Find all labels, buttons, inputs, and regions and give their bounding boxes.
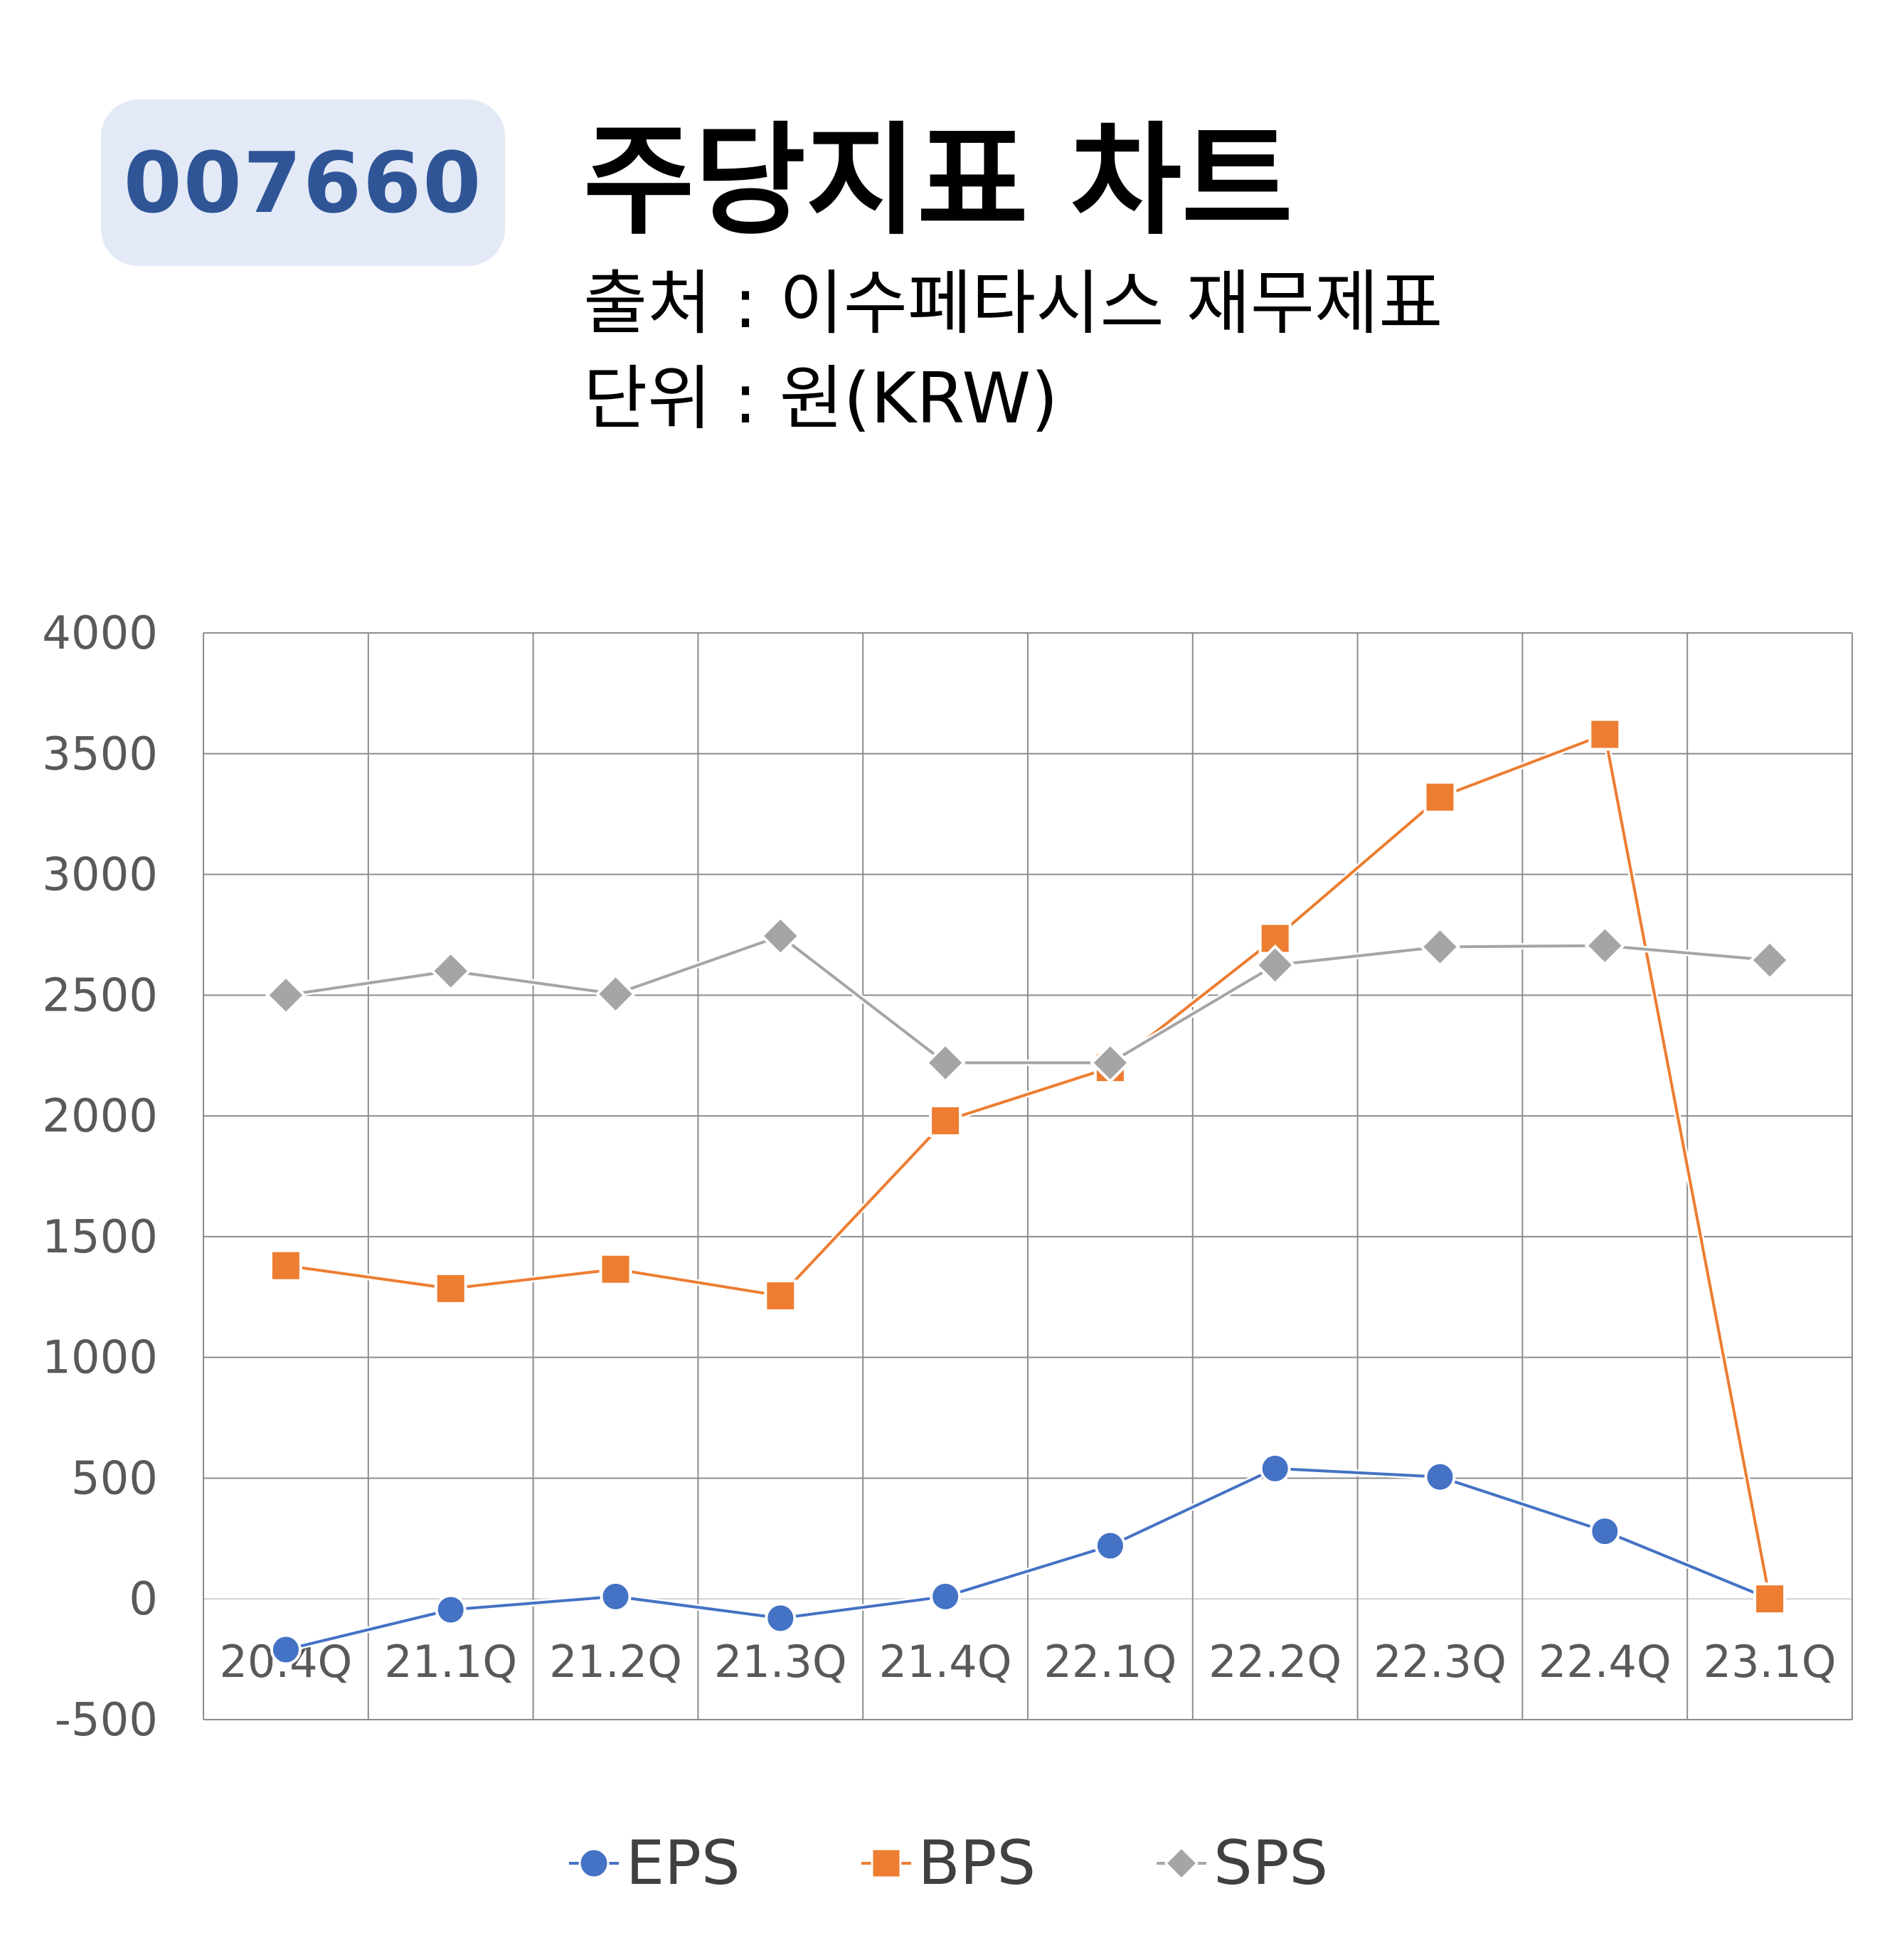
x-tick-label: 22.1Q <box>1043 1636 1176 1688</box>
sps-point <box>595 973 637 1015</box>
eps-line <box>285 1466 1770 1651</box>
bps-line <box>285 733 1772 1599</box>
legend-item-sps: SPS <box>1157 1828 1328 1899</box>
x-tick-label: 21.2Q <box>549 1636 682 1688</box>
legend-eps-marker-icon <box>568 1848 619 1879</box>
x-tick-label: 22.3Q <box>1373 1636 1507 1688</box>
sps-point <box>1090 1042 1131 1084</box>
eps-point <box>1259 1452 1291 1484</box>
eps-point <box>1094 1530 1126 1562</box>
x-tick-label: 21.3Q <box>714 1636 847 1688</box>
eps-point <box>930 1580 962 1612</box>
legend-item-eps: EPS <box>568 1828 740 1899</box>
bps-point <box>434 1272 467 1305</box>
legend-bps-marker-icon <box>861 1848 911 1879</box>
chart-grid <box>203 632 1853 1720</box>
unit-label: 단위 : 원(KRW) <box>583 358 1058 440</box>
bps-point <box>1423 780 1457 814</box>
series-eps <box>270 1452 1786 1666</box>
bps-point <box>764 1279 797 1313</box>
bps-point <box>1588 718 1622 751</box>
series-sps <box>265 915 1790 1084</box>
eps-point <box>600 1580 632 1612</box>
sps-point <box>925 1042 966 1084</box>
y-tick-label: 500 <box>71 1452 158 1505</box>
bps-point <box>599 1252 632 1286</box>
x-axis-ticks: 20.4Q21.1Q21.2Q21.3Q21.4Q22.1Q22.2Q22.3Q… <box>219 1636 1836 1688</box>
x-tick-label: 21.1Q <box>384 1636 517 1688</box>
chart-legend: EPS BPS SPS <box>0 1828 1897 1899</box>
y-tick-label: 2000 <box>42 1090 158 1143</box>
x-tick-label: 22.4Q <box>1539 1636 1672 1688</box>
y-tick-label: 3500 <box>42 728 158 781</box>
eps-point <box>1589 1516 1621 1548</box>
eps-point <box>1424 1461 1456 1493</box>
eps-point <box>270 1634 302 1666</box>
sps-line <box>285 934 1770 1065</box>
sps-point <box>1584 925 1626 966</box>
sps-point <box>1419 926 1461 968</box>
legend-sps-label: SPS <box>1213 1828 1329 1899</box>
chart-series <box>265 718 1790 1666</box>
sps-point <box>1254 944 1296 986</box>
legend-eps-label: EPS <box>625 1828 740 1899</box>
legend-bps-label: BPS <box>918 1828 1036 1899</box>
sps-point <box>430 950 472 992</box>
y-tick-label: 3000 <box>42 849 158 902</box>
eps-point <box>765 1602 797 1634</box>
eps-point <box>435 1594 467 1626</box>
y-tick-label: 1000 <box>42 1332 158 1385</box>
sps-point <box>760 915 802 957</box>
page-title: 주당지표 차트 <box>583 111 1293 252</box>
legend-item-bps: BPS <box>861 1828 1036 1899</box>
y-axis-ticks: 4000 3500 3000 2500 2000 1500 1000 500 0 -500 <box>42 607 158 1747</box>
x-tick-label: 23.1Q <box>1704 1636 1837 1688</box>
y-tick-label: 0 <box>129 1573 158 1626</box>
x-tick-label: 21.4Q <box>879 1636 1012 1688</box>
y-tick-label: -500 <box>55 1694 158 1747</box>
bps-point <box>1753 1582 1787 1616</box>
sps-point <box>1749 939 1790 981</box>
stock-code-badge: 007660 <box>101 100 505 266</box>
bps-point <box>269 1249 302 1282</box>
bps-point <box>929 1104 962 1137</box>
y-tick-label: 2500 <box>42 969 158 1022</box>
y-tick-label: 4000 <box>42 607 158 660</box>
x-tick-label: 22.2Q <box>1208 1636 1341 1688</box>
y-tick-label: 1500 <box>42 1211 158 1264</box>
sps-point <box>265 974 307 1016</box>
source-label: 출처 : 이수페타시스 재무제표 <box>583 263 1443 344</box>
legend-sps-marker-icon <box>1157 1846 1207 1881</box>
